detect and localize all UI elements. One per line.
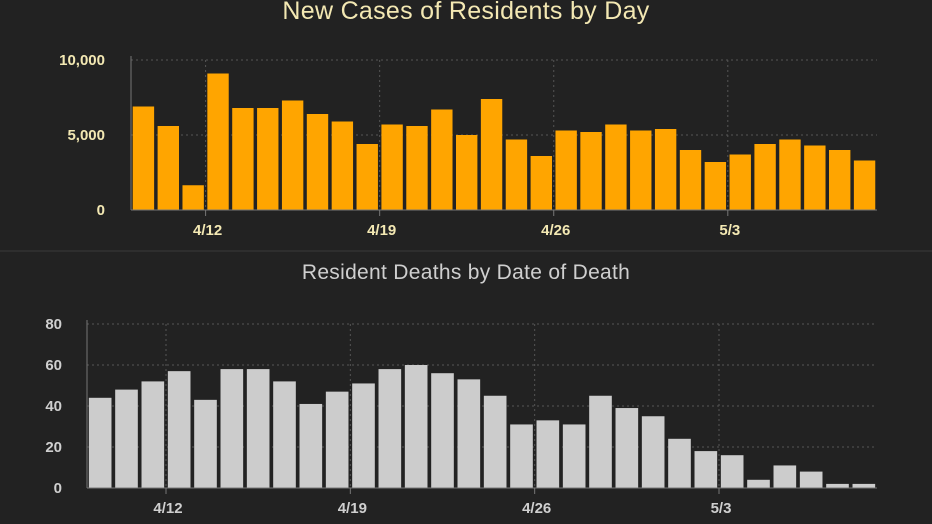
x-tick-label: 5/3 <box>711 500 732 517</box>
bar-4-25 <box>530 156 552 210</box>
bar-4-13 <box>232 108 254 210</box>
y-tick-label: 80 <box>45 316 62 333</box>
bar-5-8 <box>853 160 876 210</box>
y-tick-label: 10,000 <box>59 52 105 69</box>
bar-5-5 <box>773 465 797 488</box>
y-tick-label: 40 <box>45 398 62 415</box>
bar-4-27 <box>580 132 602 210</box>
bar-4-29 <box>615 408 639 488</box>
bar-4-22 <box>456 135 478 210</box>
bar-4-18 <box>325 391 349 488</box>
bar-4-26 <box>536 420 560 488</box>
bar-4-20 <box>406 126 428 210</box>
bar-4-17 <box>331 121 354 210</box>
bar-4-30 <box>641 416 665 488</box>
bar-4-24 <box>505 139 528 210</box>
bar-4-24 <box>483 395 507 488</box>
chart-title: Resident Deaths by Date of Death <box>301 261 631 284</box>
resident-deaths-plot: 0 20 40 60 80 4/12 4/19 4/26 5/3 <box>45 316 877 517</box>
bar-4-16 <box>273 381 296 488</box>
bar-5-3 <box>729 154 751 210</box>
bar-4-17 <box>299 403 323 488</box>
bar-4-23 <box>480 99 503 210</box>
new-cases-plot: 0 5,000 10,000 4/12 4/19 4/26 5/3 <box>59 52 877 239</box>
bar-4-14 <box>220 369 244 488</box>
bar-4-19 <box>352 383 375 488</box>
bar-4-10 <box>115 389 138 488</box>
bar-5-8 <box>852 483 876 488</box>
bar-4-15 <box>246 369 270 488</box>
bar-4-15 <box>281 100 304 210</box>
bar-4-21 <box>404 365 428 488</box>
x-tick-label: 4/26 <box>541 222 570 239</box>
x-tick-label: 4/26 <box>522 500 551 517</box>
bar-5-7 <box>829 150 851 210</box>
bar-4-12 <box>207 73 229 210</box>
bar-5-2 <box>694 451 718 488</box>
bar-5-2 <box>704 162 727 210</box>
bar-5-6 <box>799 471 823 488</box>
bar-5-4 <box>747 479 770 488</box>
bar-4-9 <box>132 106 155 210</box>
bar-5-1 <box>679 150 702 210</box>
bar-4-10 <box>157 126 179 210</box>
bar-4-16 <box>306 114 329 210</box>
x-tick-label: 4/12 <box>153 500 182 517</box>
chart-title: New Cases of Residents by Day <box>282 0 650 25</box>
bar-4-29 <box>630 130 652 210</box>
x-tick-label: 4/12 <box>193 222 222 239</box>
bar-5-6 <box>804 145 826 210</box>
bar-4-30 <box>654 129 677 210</box>
chart-divider <box>0 250 932 252</box>
bar-4-11 <box>141 381 165 488</box>
y-tick-label: 0 <box>54 480 62 497</box>
bar-4-22 <box>431 373 454 488</box>
y-tick-label: 0 <box>97 202 105 219</box>
bar-4-12 <box>167 371 191 488</box>
bar-4-25 <box>510 424 533 488</box>
bar-4-21 <box>431 109 453 210</box>
bar-4-23 <box>457 379 481 488</box>
bar-5-1 <box>668 438 691 488</box>
bar-4-11 <box>182 185 204 210</box>
bar-4-26 <box>555 130 577 210</box>
new-cases-chart: New Cases of Residents by Day 0 5,000 10,0… <box>0 0 932 250</box>
bar-4-28 <box>605 124 627 210</box>
bar-5-7 <box>826 483 849 488</box>
y-tick-label: 5,000 <box>67 127 105 144</box>
x-tick-label: 4/19 <box>367 222 396 239</box>
bar-4-9 <box>88 397 112 488</box>
bar-4-27 <box>562 424 586 488</box>
bar-4-19 <box>381 124 403 210</box>
bar-4-14 <box>257 108 279 210</box>
bar-4-28 <box>589 395 612 488</box>
bar-5-3 <box>720 455 744 488</box>
bar-5-5 <box>779 139 801 210</box>
bar-5-4 <box>754 144 776 210</box>
x-tick-label: 4/19 <box>338 500 367 517</box>
bar-4-20 <box>378 369 402 488</box>
y-tick-label: 60 <box>45 357 62 374</box>
y-tick-label: 20 <box>45 439 62 456</box>
bar-4-18 <box>356 144 378 210</box>
x-tick-label: 5/3 <box>719 222 740 239</box>
bar-4-13 <box>194 399 217 488</box>
resident-deaths-chart: Resident Deaths by Date of Death 0 20 40 60… <box>0 252 932 524</box>
